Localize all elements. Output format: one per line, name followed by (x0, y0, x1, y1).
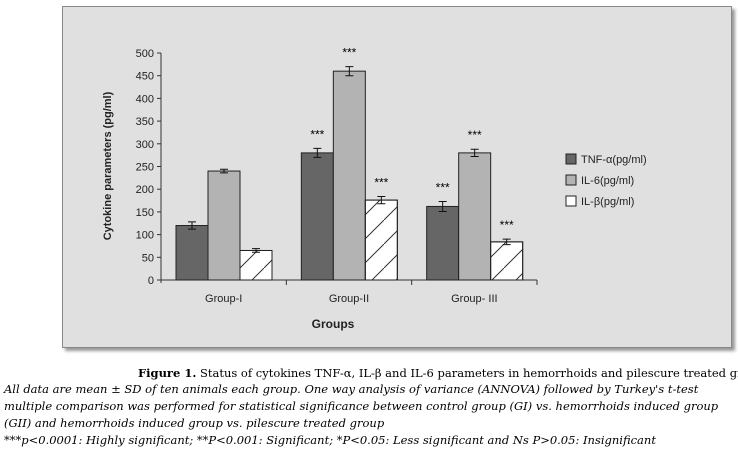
error-bar (502, 238, 511, 246)
x-tick-label: Group- III (451, 293, 497, 305)
significance-label: *** (468, 128, 482, 142)
y-tick-label: 300 (136, 139, 154, 151)
y-axis-label: Cytokine parameters (pg/ml) (102, 91, 114, 240)
bar-hatch (239, 249, 273, 281)
caption-title-text: Status of cytokines TNF-α, IL-β and IL-6… (196, 366, 738, 380)
chart-panel (62, 6, 732, 348)
significance-label: *** (436, 180, 450, 194)
bar-chart: 0 50 100 150 200 250 300 350 400 450 500 Group-I Gro… (102, 46, 647, 331)
caption-title: Figure 1. Status of cytokines TNF-α, IL-… (138, 366, 738, 380)
significance-label: *** (500, 218, 514, 232)
bar-TNF-α(pg/ml) (300, 152, 334, 281)
caption-line-3: (GII) and hemorrhoids induced group vs. … (4, 416, 385, 430)
error-bar (345, 66, 354, 77)
y-tick-label: 50 (142, 252, 154, 264)
bar-IL-6(pg/ml) (332, 70, 366, 281)
legend-swatch (565, 153, 577, 165)
legend-label: TNF-α(pg/ml) (581, 154, 647, 166)
x-axis-label: Groups (312, 317, 355, 331)
bar-hatch (490, 241, 524, 281)
error-bar (377, 195, 386, 205)
bar-hatch (364, 199, 398, 281)
caption-label: Figure 1. (138, 366, 197, 380)
x-tick-label: Group-I (205, 293, 242, 305)
y-tick-label: 450 (136, 71, 154, 83)
y-tick-label: 500 (136, 48, 154, 60)
y-tick-label: 400 (136, 93, 154, 105)
legend-swatch (565, 174, 577, 186)
y-tick-label: 100 (136, 230, 154, 242)
error-bar (220, 168, 228, 174)
legend-label: IL-6(pg/ml) (581, 175, 634, 187)
bar-TNF-α(pg/ml) (426, 205, 460, 281)
significance-label: *** (342, 46, 356, 60)
error-bar (188, 221, 196, 230)
y-tick-label: 200 (136, 184, 154, 196)
significance-label: *** (374, 175, 388, 189)
error-bar (470, 148, 479, 158)
bar-IL-6(pg/ml) (207, 170, 241, 281)
legend-label: IL-β(pg/ml) (581, 196, 634, 208)
caption-line-1: All data are mean ± SD of ten animals ea… (4, 382, 699, 396)
y-tick-label: 250 (136, 162, 154, 174)
caption-line-2: multiple comparison was performed for st… (4, 399, 719, 413)
bar-IL-6(pg/ml) (458, 152, 492, 281)
bar-TNF-α(pg/ml) (175, 225, 209, 281)
caption-line-4: ***p<0.0001: Highly significant; **P<0.0… (4, 433, 656, 447)
x-tick-label: Group-II (329, 293, 369, 305)
legend-swatch (565, 195, 577, 207)
error-bar (313, 147, 322, 158)
y-tick-label: 0 (148, 275, 154, 287)
error-bar (438, 200, 447, 212)
y-tick-label: 150 (136, 207, 154, 219)
significance-label: *** (310, 127, 324, 141)
error-bar (252, 248, 260, 253)
y-tick-label: 350 (136, 116, 154, 128)
